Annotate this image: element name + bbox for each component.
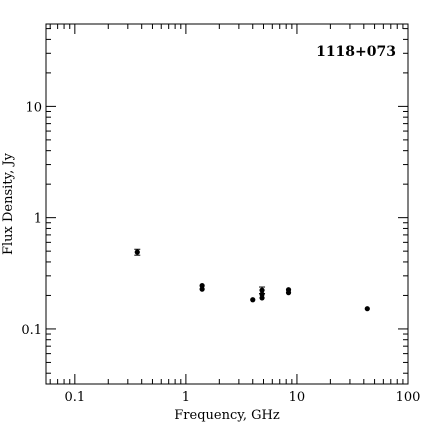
y-tick-label: 0.1 xyxy=(21,323,42,338)
data-point xyxy=(199,286,205,292)
data-point xyxy=(285,290,292,296)
data-point xyxy=(259,287,265,293)
plot-frame xyxy=(45,23,409,385)
y-axis-label: Flux Density, Jy xyxy=(1,152,16,255)
axis-ticks xyxy=(46,24,409,384)
data-point xyxy=(134,249,140,255)
data-points xyxy=(134,248,370,312)
x-tick-label: 0.1 xyxy=(64,390,85,405)
axis-tick-labels: 0.1 1 10 100 0.1 1 10 xyxy=(21,100,420,405)
data-point xyxy=(259,291,265,297)
data-point xyxy=(364,306,370,312)
chart-title: 1118+073 xyxy=(316,44,396,60)
x-tick-label: 10 xyxy=(289,390,306,405)
data-point xyxy=(259,295,265,301)
data-point xyxy=(250,297,256,303)
x-axis-label: Frequency, GHz xyxy=(174,408,280,423)
x-tick-label: 1 xyxy=(182,390,190,405)
x-tick-label: 100 xyxy=(396,390,421,405)
y-tick-label: 10 xyxy=(25,100,42,115)
y-tick-label: 1 xyxy=(34,212,42,227)
